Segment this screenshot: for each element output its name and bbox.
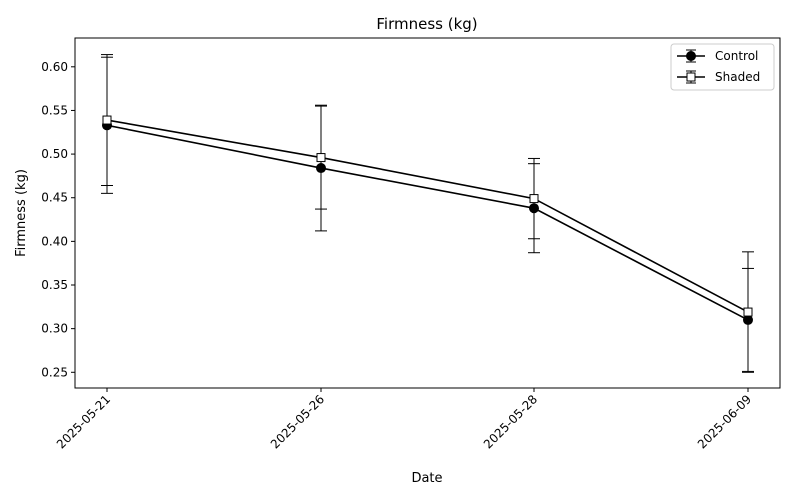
legend-label: Control <box>715 49 758 63</box>
legend-marker <box>686 51 696 61</box>
y-axis: 0.25 0.30 0.35 0.40 0.45 0.50 0.55 0.60 <box>41 60 75 379</box>
data-point <box>743 307 753 317</box>
series-layer <box>101 54 754 373</box>
legend-marker <box>686 72 696 82</box>
data-point <box>529 194 539 204</box>
x-tick-label: 2025-05-26 <box>268 392 327 451</box>
legend-label: Shaded <box>715 70 760 84</box>
plot-frame <box>74 37 781 389</box>
series-line <box>106 119 749 313</box>
chart-title: Firmness (kg) <box>376 15 477 33</box>
data-point <box>316 153 326 163</box>
y-tick-label: 0.45 <box>41 191 68 205</box>
legend: Control Shaded <box>670 43 775 91</box>
x-axis-label: Date <box>411 471 442 486</box>
x-tick-label: 2025-05-28 <box>481 392 540 451</box>
y-tick-label: 0.50 <box>41 147 68 161</box>
y-tick-label: 0.60 <box>41 60 68 74</box>
y-tick-label: 0.35 <box>41 278 68 292</box>
y-tick-label: 0.30 <box>41 322 68 336</box>
y-axis-label: Firmness (kg) <box>14 169 29 257</box>
series-shaded <box>101 54 754 373</box>
y-tick-label: 0.40 <box>41 234 68 248</box>
series-line <box>106 124 749 321</box>
y-tick-label: 0.25 <box>41 365 68 379</box>
x-axis: 2025-05-21 2025-05-26 2025-05-28 2025-06-09 <box>54 388 754 451</box>
data-point <box>102 115 112 125</box>
x-tick-label: 2025-05-21 <box>54 392 113 451</box>
legend-entry: Shaded <box>677 70 760 84</box>
y-tick-label: 0.55 <box>41 103 68 117</box>
x-tick-label: 2025-06-09 <box>695 392 754 451</box>
series-control <box>101 56 754 372</box>
legend-entry: Control <box>677 49 758 63</box>
